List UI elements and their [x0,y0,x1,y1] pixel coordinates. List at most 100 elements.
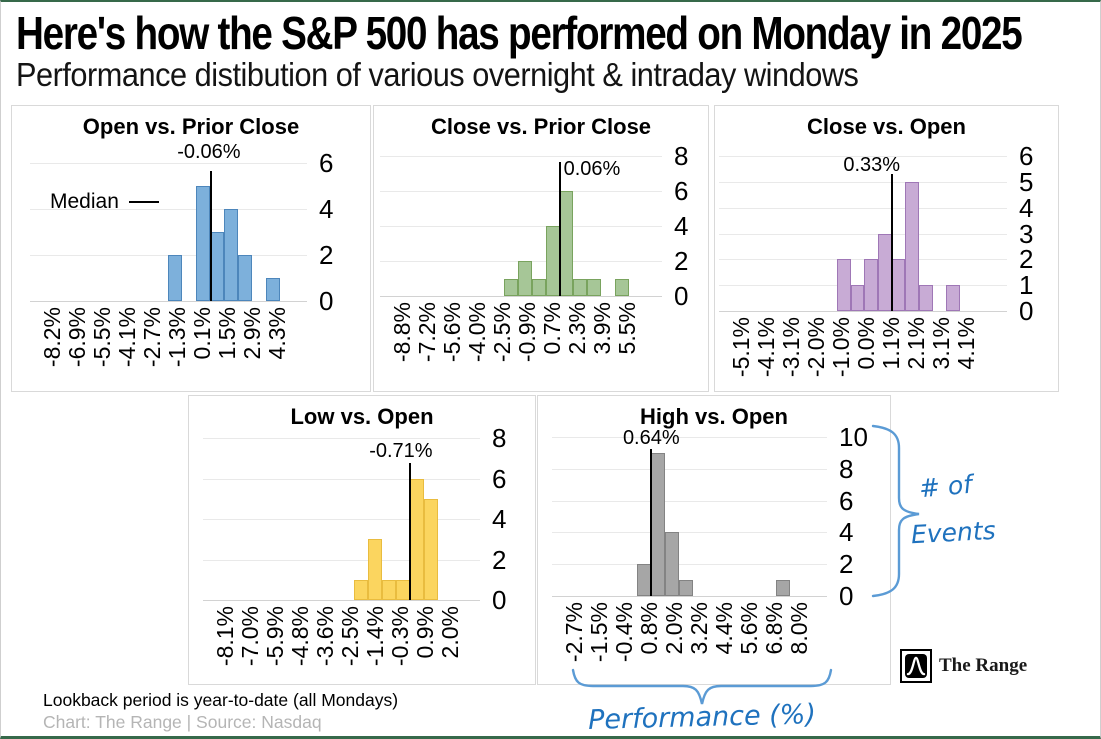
gridline [552,500,827,502]
x-tick-label: 3.9% [589,302,615,355]
page-subtitle: Performance distibution of various overn… [16,56,859,93]
x-tick-label: -4.1% [753,317,779,378]
x-tick-label: -2.5% [337,606,363,667]
histogram-bar [878,233,892,311]
chart-card: Close vs. Prior Close 0.06% 8 6 4 2 0 -8.8% -7… [373,105,709,392]
histogram-bar [678,580,693,596]
median-line [408,463,411,600]
x-tick-label: 5.5% [614,302,640,355]
histogram-bar [237,255,252,301]
y-tick-label: 6 [674,176,689,206]
x-tick-label: 2.0% [661,602,687,655]
gridline [203,519,480,520]
gridline [719,156,1007,157]
y-tick-label: 8 [492,423,507,453]
baseline-gridline [380,296,662,297]
chart-card: Close vs. Open 0.33% 6 5 4 3 2 1 0 -5.1% -4.1% -3… [714,105,1059,392]
footer-note: Lookback period is year-to-date (all Mon… [43,690,399,710]
distribution-peak-icon [905,654,927,678]
x-tick-label: -0.4% [611,602,637,663]
histogram-bar [919,285,933,311]
histogram-bar [775,580,790,596]
baseline-gridline [552,596,827,597]
brand-name: The Range [939,655,1028,676]
x-tick-label: -2.7% [139,307,165,368]
histogram-bar [545,226,560,296]
histogram-bar [573,278,588,296]
y-axis-annotation-line1: # of [917,469,974,504]
gridline [380,191,662,192]
page-title: Here's how the S&P 500 has performed on … [16,7,1023,59]
median-line [209,171,212,301]
histogram-bar [395,579,410,600]
y-axis-annotation-line2: Events [910,515,997,550]
x-tick-label: -1.4% [362,606,388,667]
x-tick-label: 6.8% [761,602,787,655]
x-tick-label: 2.0% [437,606,463,659]
x-tick-label: 0.7% [539,302,565,355]
baseline-gridline [30,301,307,302]
y-tick-label: 6 [492,463,507,494]
x-tick-label: -0.3% [387,606,413,667]
brand-logo-frame [900,649,932,683]
x-tick-label: -7.0% [237,606,263,667]
median-label: 0.06% [563,158,621,180]
histogram-bar [614,278,629,296]
histogram-bar [367,539,382,600]
baseline-gridline [719,311,1007,312]
gridline [719,207,1007,209]
x-tick-label: 2.1% [903,317,929,370]
y-tick-label: 2 [1019,244,1034,275]
histogram-bar [265,278,280,301]
gridline [30,163,307,164]
x-tick-label: 3.1% [928,317,954,370]
median-line [650,449,653,596]
chart-title: Close vs. Prior Close [430,114,652,139]
x-tick-label: -7.2% [414,302,440,363]
median-legend-line [128,200,159,204]
median-label: -0.06% [177,141,241,163]
x-tick-label: 0.1% [189,307,215,360]
histogram-bar [559,191,574,296]
median-line [558,162,561,296]
x-tick-label: -6.9% [64,307,90,368]
histogram-bar [167,255,182,301]
histogram-bar [664,532,679,596]
x-tick-label: -5.9% [262,606,288,667]
x-tick-label: -5.6% [439,302,465,363]
y-tick-label: 4 [492,504,507,534]
x-tick-label: -4.0% [464,302,490,363]
y-tick-label: 4 [674,211,689,241]
histogram-bar [209,232,224,301]
y-tick-label: 2 [839,549,854,580]
gridline [552,437,827,438]
baseline-gridline [203,600,480,601]
plot-area: -0.06% [30,141,307,302]
gridline [380,156,662,157]
histogram-bar [531,278,546,296]
x-tick-label: 1.5% [214,307,240,360]
x-tick-label: -8.8% [389,302,415,363]
chart-title: Open vs. Prior Close [82,114,300,139]
x-tick-label: -8.2% [39,307,65,368]
x-tick-label: 4.1% [953,317,979,370]
gridline [552,468,827,470]
histogram-bar [504,278,519,296]
x-tick-label: -0.9% [514,302,540,363]
x-tick-label: 5.6% [736,602,762,655]
gridline [719,259,1007,261]
y-tick-label: 0 [319,286,334,316]
gridline [380,226,662,227]
gridline [552,564,827,566]
x-tick-label: 3.2% [686,602,712,655]
histogram-bar [195,186,210,301]
x-tick-label: -4.8% [287,606,313,667]
histogram-bar [223,209,238,301]
median-line [891,174,894,311]
y-tick-label: 8 [839,453,854,484]
gridline [719,181,1007,183]
histogram-bar [905,181,920,311]
y-tick-label: 0 [1019,296,1034,326]
x-tick-label: 0.0% [853,317,879,370]
